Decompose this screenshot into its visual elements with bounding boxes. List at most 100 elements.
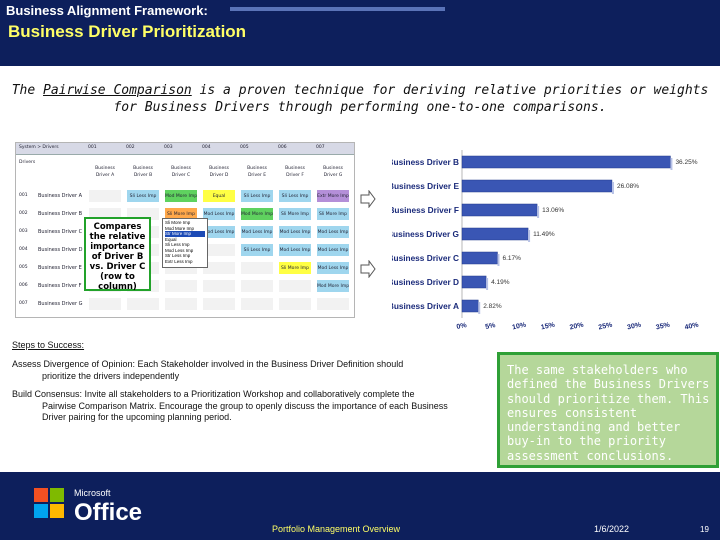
matrix-cell[interactable]: Extr More Imp — [316, 189, 350, 203]
chart-tick-label: 15% — [540, 321, 556, 331]
matrix-cell[interactable]: Mod Less Imp — [316, 261, 350, 275]
header-stripe — [230, 7, 445, 11]
matrix-cell[interactable] — [240, 297, 274, 311]
chart-bar-shadow — [537, 206, 540, 218]
matrix-cell[interactable]: Sli More Imp — [278, 261, 312, 275]
matrix-cell[interactable] — [240, 261, 274, 275]
matrix-col-code: 002 — [126, 145, 135, 150]
dropdown-option[interactable]: Str Less Imp — [165, 253, 191, 258]
intro-prefix: The — [11, 83, 44, 98]
matrix-cell[interactable] — [88, 189, 122, 203]
footer-bar — [0, 472, 720, 540]
header-supertitle: Business Alignment Framework: — [6, 3, 208, 18]
matrix-col-code: 004 — [202, 145, 211, 150]
matrix-row-code: 007 — [19, 301, 28, 306]
priority-bar-chart: Business Driver B 36.25% Business Driver E… — [392, 150, 700, 331]
matrix-col-code: 003 — [164, 145, 173, 150]
matrix-col-label: Business Driver C — [171, 166, 191, 178]
chart-bar — [461, 275, 487, 289]
chart-data-label: 4.19% — [491, 279, 510, 286]
matrix-cell[interactable]: Sli Less Imp — [126, 189, 160, 203]
matrix-cell[interactable]: Sli Less Imp — [240, 189, 274, 203]
matrix-row-code: 006 — [19, 283, 28, 288]
dropdown-option[interactable]: Sli More Imp — [165, 220, 191, 225]
footer-page-number: 19 — [700, 525, 709, 534]
matrix-col-label: Business Driver D — [209, 166, 229, 178]
chart-data-label: 26.08% — [617, 183, 639, 190]
chart-data-label: 2.82% — [483, 303, 502, 310]
matrix-cell[interactable]: Mod Less Imp — [316, 243, 350, 257]
chart-bar — [461, 203, 538, 217]
pairwise-matrix: System > Drivers Drivers 001 002 003 004 005 00… — [15, 142, 355, 318]
chart-tick-label: 10% — [512, 321, 528, 331]
matrix-row-header: Drivers — [19, 160, 36, 165]
matrix-cell[interactable] — [202, 261, 236, 275]
matrix-cell[interactable] — [316, 297, 350, 311]
matrix-cell[interactable] — [202, 279, 236, 293]
matrix-col-code: 006 — [278, 145, 287, 150]
intro-suffix: is a proven technique for deriving relat… — [113, 83, 709, 115]
chart-bar — [461, 227, 529, 241]
header-bar: Business Alignment Framework: Business D… — [0, 0, 720, 66]
chart-bar — [461, 299, 479, 313]
dropdown-option[interactable]: Equal — [165, 236, 177, 242]
matrix-cell[interactable] — [278, 279, 312, 293]
step-line: prioritize the drivers independently — [42, 370, 180, 381]
chart-tick-label: 0% — [456, 322, 468, 331]
matrix-cell[interactable] — [88, 297, 122, 311]
matrix-row-code: 005 — [19, 265, 28, 270]
matrix-cell[interactable]: Mod More Imp — [164, 189, 198, 203]
dropdown-option[interactable]: Mod Less Imp — [165, 247, 194, 253]
matrix-row-code: 001 — [19, 193, 28, 198]
chart-data-label: 36.25% — [675, 159, 697, 166]
chart-bar-shadow — [486, 278, 489, 290]
matrix-row-label: Business Driver B — [38, 211, 83, 217]
matrix-cell[interactable]: Mod Less Imp — [316, 225, 350, 239]
dropdown-option[interactable]: Extr Less Imp — [165, 258, 193, 264]
chart-category-label: Business Driver G — [392, 229, 459, 239]
dropdown-option[interactable]: Mod More Imp — [165, 225, 195, 231]
matrix-cell[interactable]: Mod More Imp — [240, 207, 274, 221]
matrix-cell[interactable]: Mod More Imp — [316, 279, 350, 293]
dropdown-option[interactable]: Sli Less Imp — [165, 242, 190, 247]
matrix-cell[interactable]: Sli Less Imp — [240, 243, 274, 257]
chart-bar-shadow — [528, 230, 531, 242]
intro-link[interactable]: Pairwise Comparison — [43, 83, 192, 98]
matrix-cell[interactable]: Mod Less Imp — [202, 207, 236, 221]
matrix-cell[interactable] — [278, 297, 312, 311]
matrix-cell[interactable]: Mod Less Imp — [278, 225, 312, 239]
matrix-cell[interactable]: Equal — [202, 189, 236, 203]
matrix-row-code: 004 — [19, 247, 28, 252]
page-title: Business Driver Prioritization — [8, 22, 247, 41]
matrix-row-label: Business Driver A — [38, 193, 83, 199]
chart-category-label: Business Driver B — [392, 157, 459, 167]
matrix-cell[interactable] — [240, 279, 274, 293]
matrix-cell[interactable]: Sli More Imp — [278, 207, 312, 221]
matrix-cell[interactable] — [126, 297, 160, 311]
matrix-callout: Compares the relative importance of Driv… — [84, 217, 151, 292]
chart-tick-label: 25% — [598, 321, 614, 331]
matrix-cell[interactable] — [164, 279, 198, 293]
matrix-cell[interactable]: Sli Less Imp — [278, 189, 312, 203]
matrix-cell[interactable]: Mod Less Imp — [278, 243, 312, 257]
dropdown-option[interactable]: Str More Imp — [165, 231, 205, 237]
matrix-cell[interactable] — [164, 297, 198, 311]
steps-heading: Steps to Success: — [12, 340, 85, 350]
footer-title: Portfolio Management Overview — [272, 524, 401, 534]
chart-data-label: 11.49% — [533, 231, 555, 238]
step-item: Build Consensus: Invite all stakeholders… — [12, 389, 448, 424]
chart-bar — [461, 179, 613, 193]
matrix-col-label: Business Driver A — [95, 166, 115, 178]
matrix-col-label: Business Driver B — [133, 166, 153, 178]
comparison-dropdown[interactable]: Sli More Imp Mod More Imp Str More Imp Equa… — [162, 218, 208, 268]
right-arrow-icon — [360, 190, 376, 208]
matrix-row-label: Business Driver E — [38, 265, 82, 271]
logo-top-text: Microsoft — [74, 488, 111, 498]
logo-main-text: Office — [74, 499, 142, 526]
matrix-cell[interactable]: Mod Less Imp — [240, 225, 274, 239]
matrix-cell[interactable] — [202, 297, 236, 311]
matrix-col-label: Business Driver F — [285, 166, 305, 178]
matrix-cell[interactable]: Sli More Imp — [316, 207, 350, 221]
chart-category-label: Business Driver F — [392, 205, 459, 215]
chart-bar — [461, 251, 498, 265]
